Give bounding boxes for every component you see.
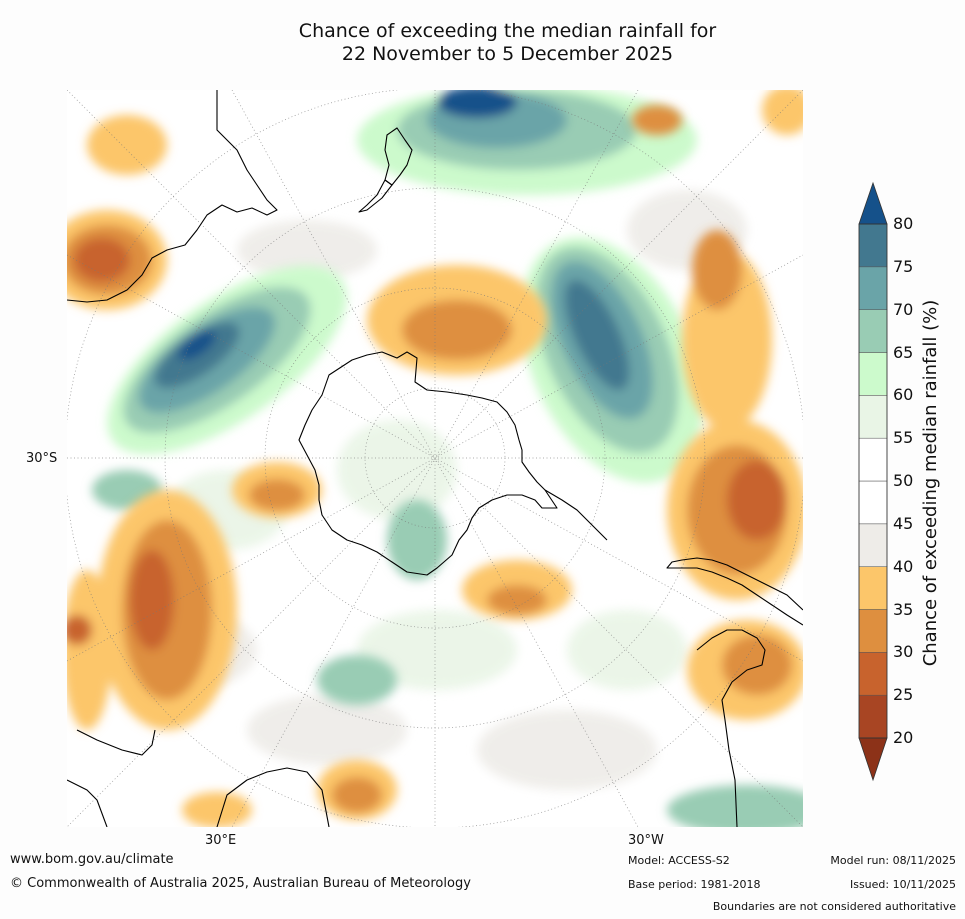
- antarctic-peninsula: [544, 489, 608, 541]
- colorbar-segment: [858, 395, 888, 439]
- dry-anomaly-fields: [67, 90, 803, 827]
- colorbar-segment: [858, 352, 888, 396]
- title-line-1: Chance of exceeding the median rainfall …: [298, 20, 717, 42]
- new-zealand-north: [384, 127, 413, 186]
- new-zealand-south: [358, 179, 393, 213]
- colorbar: [858, 181, 888, 782]
- africa-coastline: [696, 629, 766, 827]
- colorbar-tick-label: 80: [893, 214, 914, 233]
- lon-label-30w: 30°W: [628, 833, 664, 848]
- footer-disclaimer: Boundaries are not considered authoritat…: [712, 900, 956, 913]
- southern-landmass-outline: [216, 767, 330, 827]
- graticule: [67, 90, 803, 827]
- colorbar-segment: [858, 480, 888, 525]
- wet-anomaly-fields: [92, 90, 803, 827]
- colorbar-tick-label: 50: [893, 471, 914, 490]
- footer-base-period: Base period: 1981-2018: [628, 878, 761, 891]
- colorbar-segment: [858, 309, 888, 353]
- colorbar-outline: [858, 223, 888, 739]
- colorbar-segment: [858, 652, 888, 696]
- colorbar-segment: [858, 609, 888, 653]
- colorbar-tick-label: 25: [893, 685, 914, 705]
- footer-model: Model: ACCESS-S2: [628, 854, 730, 867]
- colorbar-label: Chance of exceeding median rainfall (%): [920, 299, 941, 667]
- colorbar-tick-label: 75: [893, 256, 914, 276]
- colorbar-over-arrow: [858, 181, 888, 225]
- australia-coastline: [67, 90, 278, 303]
- colorbar-tick-label: 30: [893, 642, 914, 662]
- chart-title: Chance of exceeding the median rainfall …: [160, 20, 855, 66]
- footer-copyright: © Commonwealth of Australia 2025, Austra…: [10, 876, 471, 891]
- colorbar-tick-label: 60: [893, 385, 914, 405]
- colorbar-tick-label: 45: [893, 513, 914, 533]
- colorbar-tick-label: 65: [893, 342, 914, 362]
- south-america-coastline: [666, 557, 803, 626]
- colorbar-under-arrow: [858, 737, 888, 782]
- colorbar-segment: [858, 694, 888, 739]
- lat-label-30s: 30°S: [26, 451, 58, 466]
- colorbar-segment: [858, 523, 888, 567]
- colorbar-tick-label: 55: [893, 428, 914, 448]
- colorbar-tick-label: 70: [893, 299, 914, 319]
- colorbar-segment: [858, 223, 888, 268]
- colorbar-segment: [858, 566, 888, 610]
- colorbar-segment: [858, 437, 888, 482]
- antarctica-coastline: [298, 351, 558, 576]
- rainfall-map: [67, 90, 803, 827]
- footer-website[interactable]: www.bom.gov.au/climate: [10, 852, 174, 867]
- footer-model-run: Model run: 08/11/2025: [830, 854, 956, 867]
- near-normal-fields: [117, 190, 747, 790]
- colorbar-tick-label: 35: [893, 599, 914, 619]
- title-line-2: 22 November to 5 December 2025: [341, 43, 674, 65]
- colorbar-segments: [858, 223, 888, 739]
- colorbar-tick-label: 40: [893, 556, 914, 576]
- lon-label-30e: 30°E: [205, 833, 237, 848]
- madagascar-coast: [76, 729, 156, 756]
- map-panel[interactable]: [67, 90, 803, 827]
- coastlines: [67, 90, 803, 827]
- colorbar-segment: [858, 266, 888, 310]
- footer-issued: Issued: 10/11/2025: [849, 878, 956, 891]
- colorbar-tick-label: 20: [893, 728, 914, 747]
